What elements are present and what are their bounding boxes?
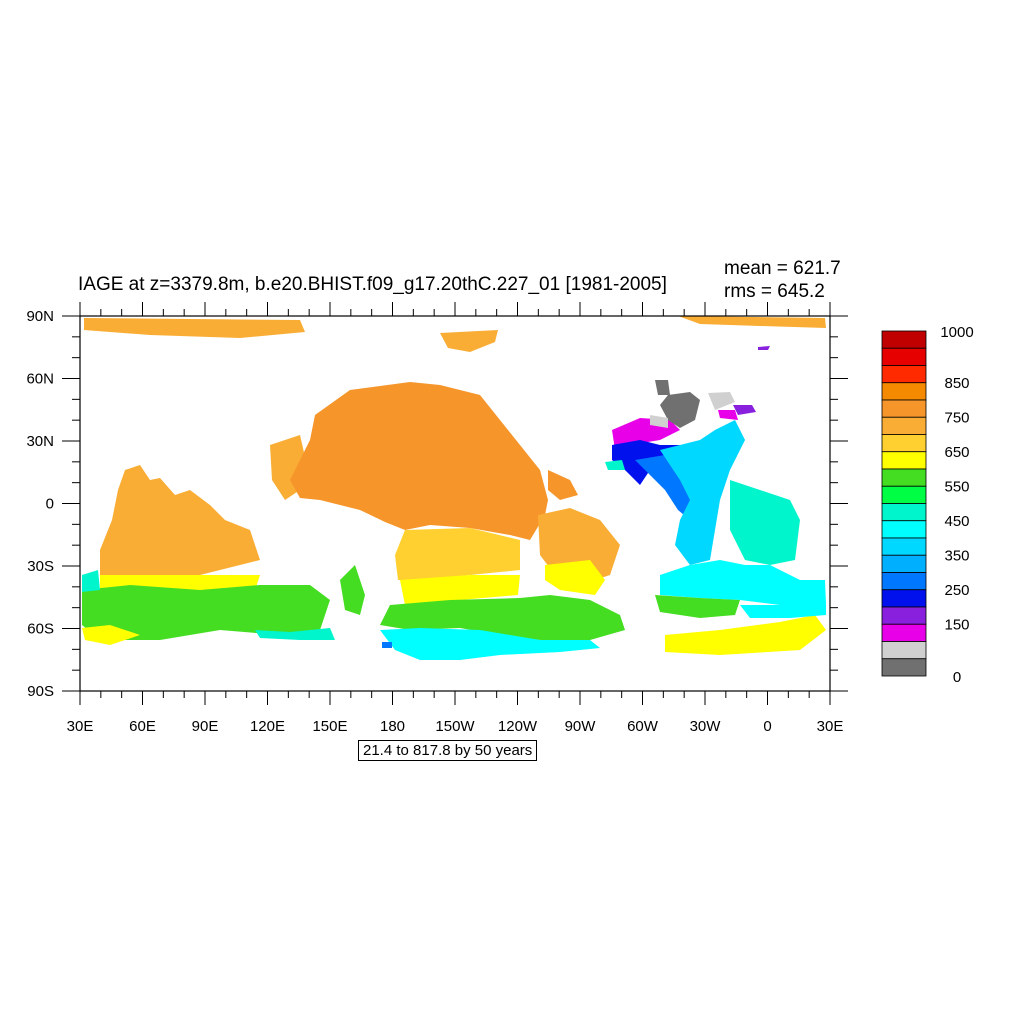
lon-label: 30W — [690, 718, 722, 735]
region-nordic-purple — [733, 405, 756, 415]
colorbar-swatch — [881, 451, 927, 470]
region-indian-ocean — [100, 465, 260, 580]
colorbar-swatch — [881, 382, 927, 401]
region-north-pacific-east — [548, 470, 578, 500]
region-atlantic-south — [660, 560, 826, 605]
colorbar-label: 650 — [944, 444, 969, 461]
colorbar: 1000 850 750 650 550 450 350 250 150 0 — [881, 324, 974, 686]
region-nordic-light-w — [650, 415, 668, 428]
lon-label: 0 — [763, 718, 771, 735]
lat-label: 90S — [27, 683, 54, 700]
colorbar-swatch — [881, 330, 927, 349]
lon-label: 90E — [192, 718, 219, 735]
colorbar-label: 450 — [944, 513, 969, 530]
region-green-west — [82, 585, 330, 640]
region-south-pacific-west — [395, 528, 520, 580]
lat-label: 60N — [26, 371, 54, 388]
colorbar-label: 1000 — [940, 324, 973, 341]
colorbar-swatch — [881, 416, 927, 435]
colorbar-swatch — [881, 503, 927, 522]
colorbar-label: 850 — [944, 375, 969, 392]
contour-info-box: 21.4 to 817.8 by 50 years — [358, 740, 538, 761]
lon-label: 180 — [380, 718, 405, 735]
lat-label: 90N — [26, 308, 54, 325]
region-southern-ocean-central — [380, 628, 600, 660]
region-nordic-magenta — [718, 410, 738, 420]
region-arctic-purple — [758, 346, 770, 350]
region-med — [605, 460, 625, 470]
colorbar-label: 0 — [953, 669, 961, 686]
colorbar-swatch — [881, 554, 927, 573]
region-nordic-grey-n — [655, 380, 670, 395]
plot-title: IAGE at z=3379.8m, b.e20.BHIST.f09_g17.2… — [78, 274, 667, 295]
lat-label: 60S — [27, 621, 54, 638]
region-southern-west-yellow — [82, 625, 140, 645]
lat-label: 30N — [26, 433, 54, 450]
region-band-600-pacific — [400, 575, 520, 605]
lon-label: 60E — [129, 718, 156, 735]
region-arctic-atlantic — [678, 316, 826, 328]
region-north-pacific — [290, 382, 548, 540]
colorbar-swatch — [881, 399, 927, 418]
lon-label: 60W — [627, 718, 659, 735]
colorbar-swatch — [881, 537, 927, 556]
colorbar-swatch — [881, 623, 927, 642]
colorbar-swatch — [881, 589, 927, 608]
region-atlantic-east — [730, 480, 800, 565]
lat-label: 0 — [46, 496, 54, 513]
axes: 90N 60N 30N 0 30S 60S 90S 30E 60E 90E 120E 150E 180 1… — [26, 302, 848, 735]
colorbar-label: 550 — [944, 478, 969, 495]
colorbar-swatch — [881, 520, 927, 539]
colorbar-swatch — [881, 606, 927, 625]
lon-label: 90W — [565, 718, 597, 735]
region-nordic-light — [708, 392, 735, 410]
colorbar-swatch — [881, 485, 927, 504]
colorbar-swatch — [881, 468, 927, 487]
region-arctic-pacific — [84, 318, 305, 338]
lon-label: 30E — [817, 718, 844, 735]
lon-label: 30E — [67, 718, 94, 735]
region-band-600-east — [545, 560, 605, 595]
rms-value: rms = 645.2 — [724, 281, 825, 302]
lon-label: 120W — [498, 718, 538, 735]
colorbar-swatch — [881, 365, 927, 384]
colorbar-label: 750 — [944, 409, 969, 426]
lat-label: 30S — [27, 558, 54, 575]
stats-block: mean = 621.7 rms = 645.2 — [724, 257, 841, 303]
region-southern-west-cyan — [82, 570, 100, 592]
region-weddell — [665, 615, 826, 655]
mean-value: mean = 621.7 — [724, 258, 841, 279]
region-atlantic-central — [660, 420, 745, 565]
colorbar-label: 250 — [944, 582, 969, 599]
lon-label: 150E — [312, 718, 347, 735]
colorbar-swatch — [881, 572, 927, 591]
colorbar-swatch — [881, 434, 927, 453]
lon-label: 120E — [250, 718, 285, 735]
region-green-south-pacific — [340, 565, 365, 615]
region-chukchi — [440, 330, 498, 352]
colorbar-swatch — [881, 347, 927, 366]
region-southern-ocean-west — [255, 628, 335, 640]
colorbar-label: 150 — [944, 616, 969, 633]
region-nordic-grey — [660, 392, 700, 428]
region-southern-atlantic-cyan — [740, 605, 826, 618]
region-atlantic-deep-south — [655, 595, 740, 618]
region-ross-blue — [382, 642, 392, 648]
lon-label: 150W — [435, 718, 475, 735]
ocean-field — [82, 316, 826, 660]
colorbar-swatch — [881, 641, 927, 660]
colorbar-label: 350 — [944, 547, 969, 564]
colorbar-swatch — [881, 658, 927, 677]
